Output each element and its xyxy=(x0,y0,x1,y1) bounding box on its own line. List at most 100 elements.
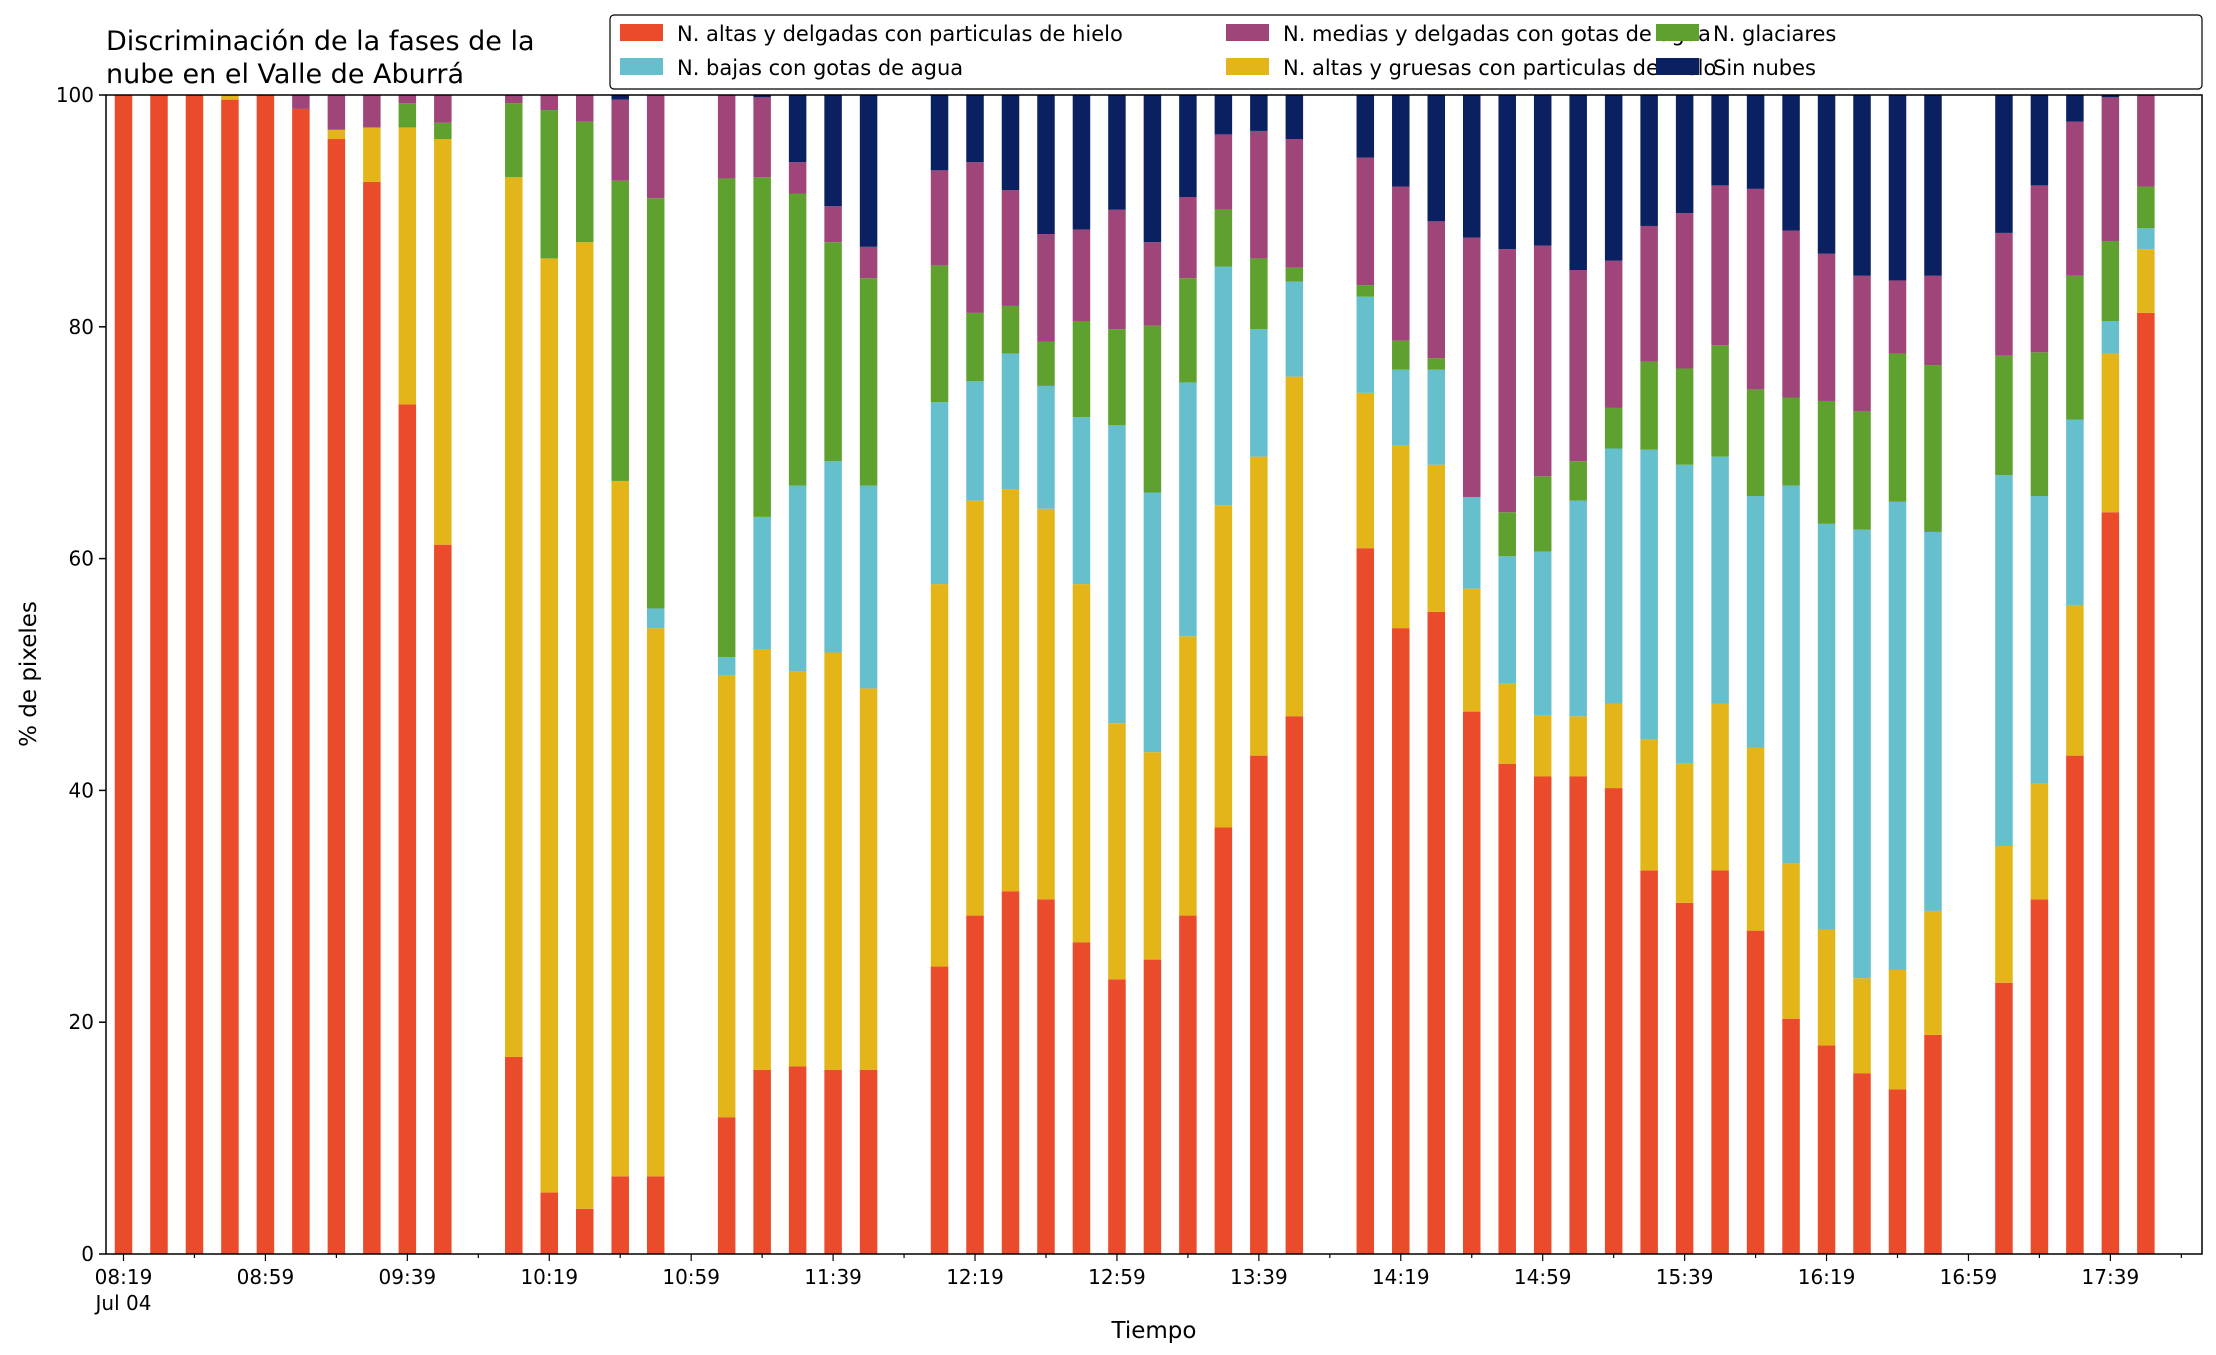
bar-segment-47-4 xyxy=(1924,275,1942,366)
bar-segment-28-0 xyxy=(1214,827,1233,1254)
bar-segment-29-4 xyxy=(1250,130,1268,259)
chart-title-line-1: Discriminación de la fases de la xyxy=(106,26,535,57)
bar-segment-42-1 xyxy=(1746,747,1765,931)
bar-segment-26-3 xyxy=(1143,325,1162,493)
bar-segment-6-1 xyxy=(327,129,346,140)
x-axis-label: Tiempo xyxy=(1111,1318,1197,1344)
bar-segment-28-4 xyxy=(1214,134,1233,210)
bar-segment-44-1 xyxy=(1817,929,1836,1046)
bar-segment-48-4 xyxy=(1995,232,2013,356)
bar-segment-48-0 xyxy=(1995,982,2013,1254)
bar-segment-14-4 xyxy=(646,95,665,199)
bar-segment-7-1 xyxy=(363,127,381,182)
bar-segment-27-2 xyxy=(1179,382,1197,637)
bar-segment-20-5 xyxy=(930,95,949,171)
y-axis-label: % de pixeles xyxy=(16,601,42,747)
legend-label-0: N. altas y delgadas con particulas de hi… xyxy=(677,22,1123,46)
x-tick-label: 14:59 xyxy=(1514,1265,1572,1289)
bar-segment-23-2 xyxy=(1037,385,1055,509)
bar-segment-30-2 xyxy=(1285,281,1304,377)
x-tick-label: 08:19 xyxy=(95,1265,153,1289)
bar-segment-45-4 xyxy=(1853,275,1871,412)
bar-segment-41-0 xyxy=(1711,870,1729,1254)
bar-segment-45-5 xyxy=(1853,95,1871,276)
bar-segment-5-0 xyxy=(292,108,310,1254)
bar-segment-50-4 xyxy=(2066,121,2084,276)
bar-segment-14-0 xyxy=(646,1176,665,1254)
y-tick-label: 40 xyxy=(69,778,94,802)
bar-segment-20-0 xyxy=(930,966,949,1254)
bar-segment-25-5 xyxy=(1108,95,1126,210)
bar-segment-23-0 xyxy=(1037,899,1055,1254)
legend-swatch-0 xyxy=(620,24,663,41)
bar-segment-44-5 xyxy=(1817,95,1836,254)
bar-segment-11-0 xyxy=(540,1192,559,1254)
bar-segment-17-1 xyxy=(788,671,807,1067)
bar-segment-43-3 xyxy=(1782,397,1800,486)
x-tick-label: 13:39 xyxy=(1230,1265,1288,1289)
bar-segment-24-1 xyxy=(1072,584,1091,943)
bar-segment-38-3 xyxy=(1604,407,1623,449)
bar-segment-14-3 xyxy=(646,198,665,609)
bar-segment-19-2 xyxy=(859,485,878,689)
bar-segment-45-2 xyxy=(1853,529,1871,979)
bar-segment-51-2 xyxy=(2101,321,2120,354)
bar-segment-35-5 xyxy=(1498,95,1516,250)
bar-segment-0-0 xyxy=(114,95,133,1254)
bar-segment-23-1 xyxy=(1037,508,1055,900)
bar-segment-29-0 xyxy=(1250,755,1268,1254)
x-tick-label: 08:59 xyxy=(237,1265,295,1289)
bar-segment-32-5 xyxy=(1392,95,1410,187)
bar-segment-41-3 xyxy=(1711,345,1729,457)
bar-segment-34-2 xyxy=(1462,497,1481,589)
bar-segment-48-5 xyxy=(1995,95,2013,233)
bar-segment-52-4 xyxy=(2137,95,2155,187)
bar-segment-40-3 xyxy=(1675,368,1694,465)
bar-segment-21-1 xyxy=(966,500,984,916)
bar-segment-50-3 xyxy=(2066,275,2084,420)
bar-segment-38-4 xyxy=(1604,260,1623,408)
bar-segment-6-4 xyxy=(327,95,346,130)
chart-title: Discriminación de la fases de la nube en… xyxy=(106,26,535,90)
bar-segment-43-2 xyxy=(1782,485,1800,864)
x-tick-label: 12:19 xyxy=(946,1265,1004,1289)
bar-segment-38-2 xyxy=(1604,448,1623,704)
bar-segment-45-3 xyxy=(1853,411,1871,530)
x-tick-label: 10:19 xyxy=(520,1265,578,1289)
bar-segment-26-1 xyxy=(1143,752,1162,960)
bar-segment-27-3 xyxy=(1179,278,1197,383)
bar-segment-12-1 xyxy=(575,242,594,1209)
bar-segment-18-0 xyxy=(824,1069,842,1254)
bar-segment-50-0 xyxy=(2066,755,2084,1254)
bar-segment-3-0 xyxy=(221,99,239,1254)
bar-segment-43-5 xyxy=(1782,95,1800,231)
bar-segment-36-5 xyxy=(1533,95,1552,246)
bar-segment-51-0 xyxy=(2101,512,2120,1254)
bar-segment-20-4 xyxy=(930,170,949,266)
bar-segment-41-2 xyxy=(1711,456,1729,704)
legend-swatch-1 xyxy=(1226,58,1269,75)
bar-segment-3-1 xyxy=(221,95,239,100)
bar-segment-34-1 xyxy=(1462,588,1481,712)
bar-segment-19-0 xyxy=(859,1069,878,1254)
bar-segment-22-2 xyxy=(1001,353,1020,490)
bar-segment-37-1 xyxy=(1569,716,1587,777)
bar-segment-41-1 xyxy=(1711,703,1729,871)
legend-swatch-2 xyxy=(620,58,663,75)
bar-segment-20-1 xyxy=(930,584,949,967)
bar-segment-13-4 xyxy=(611,99,629,181)
bar-segment-30-0 xyxy=(1285,716,1304,1254)
bar-segment-29-1 xyxy=(1250,456,1268,756)
bar-segment-51-4 xyxy=(2101,97,2120,242)
bar-segment-46-3 xyxy=(1888,353,1907,502)
bar-segment-12-4 xyxy=(575,95,594,122)
bar-segment-8-4 xyxy=(398,95,417,104)
bar-segment-46-1 xyxy=(1888,970,1907,1090)
bar-segment-46-5 xyxy=(1888,95,1907,281)
bar-segment-44-0 xyxy=(1817,1045,1836,1254)
bar-segment-16-5 xyxy=(753,95,771,98)
bar-segment-11-4 xyxy=(540,95,559,111)
bar-segment-33-5 xyxy=(1427,95,1446,222)
y-tick-label: 80 xyxy=(69,315,94,339)
bar-segment-18-1 xyxy=(824,652,842,1070)
